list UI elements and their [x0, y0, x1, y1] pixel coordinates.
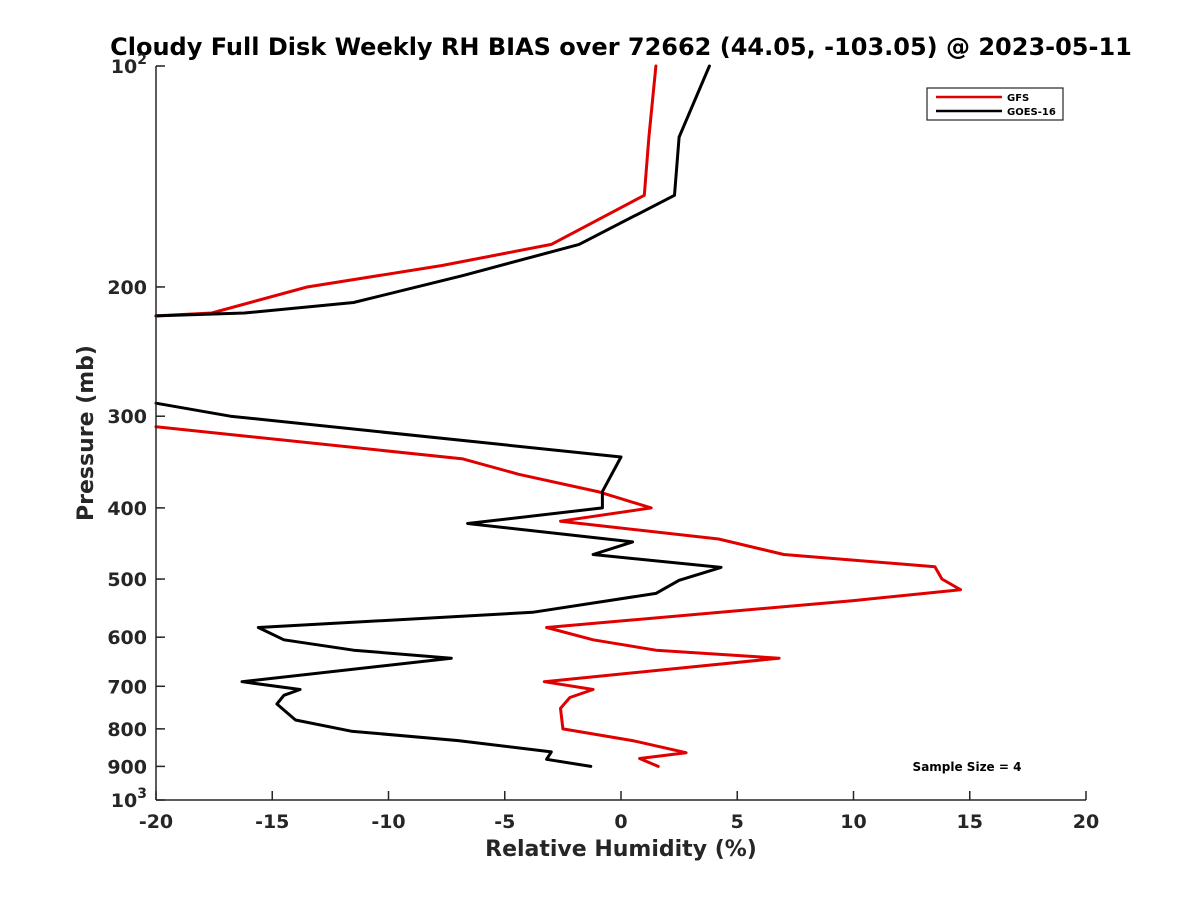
y-tick-label: 102 [111, 52, 147, 78]
legend: GFS GOES-16 [926, 87, 1064, 121]
legend-label-goes16: GOES-16 [1007, 107, 1056, 118]
sample-size-annotation: Sample Size = 4 [913, 760, 1022, 774]
y-tick-label: 900 [107, 756, 147, 778]
x-tick-label: 0 [614, 811, 627, 833]
x-tick-label: 10 [840, 811, 866, 833]
y-tick-label: 600 [107, 627, 147, 649]
x-tick-label: -10 [371, 811, 405, 833]
y-tick-label: 700 [107, 676, 147, 698]
x-tick-label: -5 [494, 811, 515, 833]
x-tick-label: -20 [139, 811, 173, 833]
chart-title: Cloudy Full Disk Weekly RH BIAS over 726… [110, 33, 1132, 61]
y-axis-label: Pressure (mb) [74, 345, 99, 521]
x-tick-label: 20 [1073, 811, 1099, 833]
y-tick-label: 400 [107, 498, 147, 520]
x-tick-label: -15 [255, 811, 289, 833]
legend-box [926, 87, 1064, 121]
y-tick-label: 500 [107, 569, 147, 591]
x-tick-label: 15 [957, 811, 983, 833]
y-axis-ticks: 102 200 300 400 500 600 700 800 900 103 [107, 52, 165, 812]
plot-lines [154, 64, 962, 768]
x-axis-label: Relative Humidity (%) [485, 837, 757, 862]
x-tick-label: 5 [731, 811, 744, 833]
y-tick-label: 200 [107, 277, 147, 299]
y-tick-label: 300 [107, 406, 147, 428]
x-axis-ticks: -20 -15 -10 -5 0 5 10 15 20 [139, 791, 1099, 833]
series-line-goes-16 [154, 64, 723, 768]
legend-label-gfs: GFS [1007, 93, 1029, 104]
y-tick-label: 800 [107, 719, 147, 741]
y-tick-label: 103 [111, 786, 147, 812]
series-line-gfs [154, 64, 962, 768]
